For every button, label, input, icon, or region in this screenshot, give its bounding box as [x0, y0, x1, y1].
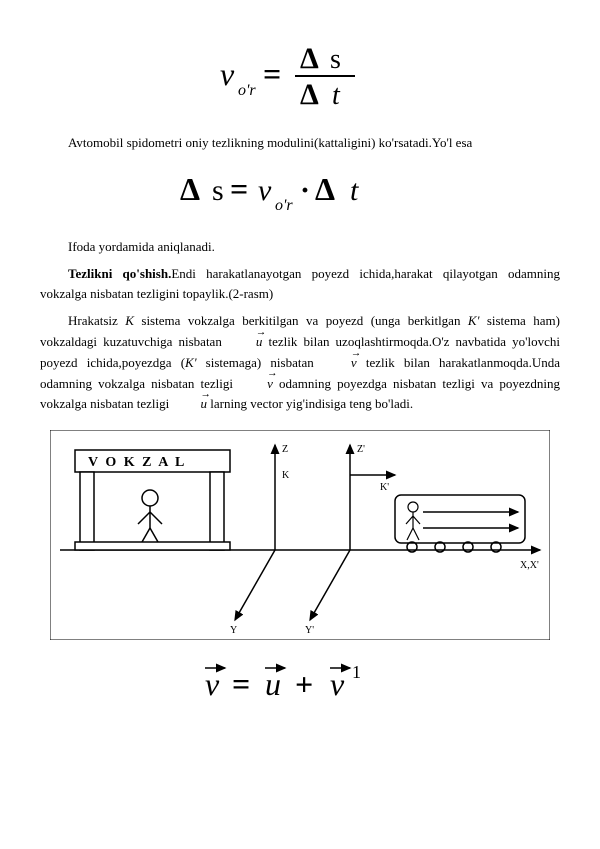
page: v o'r = Δ s Δ t Avtomobil spidometri oni…: [0, 0, 600, 753]
p4-h: larning vector yig'indisiga teng bo'ladi…: [207, 396, 413, 411]
diagram-vokzal: X,X' V O K Z A L Z K Y: [50, 430, 550, 640]
p4-a: Hrakatsiz: [68, 313, 125, 328]
train-car: [395, 495, 525, 552]
f2-s: s: [212, 174, 224, 207]
frame-K: Z K Y: [230, 444, 290, 636]
f1-den-t: t: [332, 80, 341, 110]
vec-u: u: [228, 332, 263, 353]
vec-v2: v: [239, 374, 273, 395]
k-label: K: [282, 470, 290, 481]
vec-u2: u: [172, 394, 207, 415]
p4-K3: K': [185, 355, 196, 370]
formula-vor: v o'r = Δ s Δ t: [40, 40, 560, 115]
formula-vsum: v = u + v 1: [40, 650, 560, 715]
f2-eq: =: [230, 171, 248, 207]
f2-dot: ·: [300, 174, 310, 207]
formula-ds-svg: Δ s = v o'r · Δ t: [160, 164, 440, 214]
z-label: Z: [282, 444, 288, 455]
f2-sub: o'r: [275, 197, 293, 214]
p4-K: K: [125, 313, 134, 328]
person-vokzal: [138, 490, 162, 542]
f3-plus: +: [295, 666, 313, 702]
vec-v: v: [323, 353, 357, 374]
f1-sub: o'r: [238, 82, 256, 99]
f3-u: u: [265, 666, 281, 702]
y-label: Y: [230, 625, 237, 636]
f2-v: v: [258, 174, 272, 207]
para-tezlik-qoshish: Tezlikni qo'shish.Endi harakatlanayotgan…: [40, 264, 560, 306]
formula-vsum-svg: v = u + v 1: [180, 650, 420, 710]
f1-num-s: s: [330, 44, 341, 75]
p4-b: sistema vokzalga berkitilgan va poyezd (…: [134, 313, 468, 328]
y2-label: Y': [305, 625, 314, 636]
para-ifoda: Ifoda yordamida aniqlanadi.: [40, 237, 560, 258]
f3-eq: =: [232, 666, 250, 702]
para-hrakatsiz: Hrakatsiz K sistema vokzalga berkitilgan…: [40, 311, 560, 415]
f1-num-delta: Δ: [300, 42, 319, 75]
vokzal-building: V O K Z A L: [75, 450, 230, 550]
p4-K2: K': [468, 313, 479, 328]
frame-Kprime: Z' K' Y': [305, 444, 395, 636]
f3-sup: 1: [352, 662, 361, 682]
vokzal-label: V O K Z A L: [88, 455, 186, 470]
formula-vor-svg: v o'r = Δ s Δ t: [190, 40, 410, 110]
f3-v2: v: [330, 666, 345, 702]
x-axis-label: X,X': [520, 560, 539, 571]
f3-v: v: [205, 666, 220, 702]
f2-t: t: [350, 174, 359, 207]
f1-den-delta: Δ: [300, 78, 319, 110]
formula-ds: Δ s = v o'r · Δ t: [40, 164, 560, 219]
f2-delta2: Δ: [315, 171, 335, 207]
bold-tezlik: Tezlikni qo'shish.: [68, 266, 171, 281]
para-spidometr: Avtomobil spidometri oniy tezlikning mod…: [40, 133, 560, 154]
f2-delta1: Δ: [180, 171, 200, 207]
k2-label: K': [380, 482, 389, 493]
z2-label: Z': [357, 444, 365, 455]
f1-v: v: [220, 56, 235, 92]
f1-eq: =: [263, 56, 281, 92]
